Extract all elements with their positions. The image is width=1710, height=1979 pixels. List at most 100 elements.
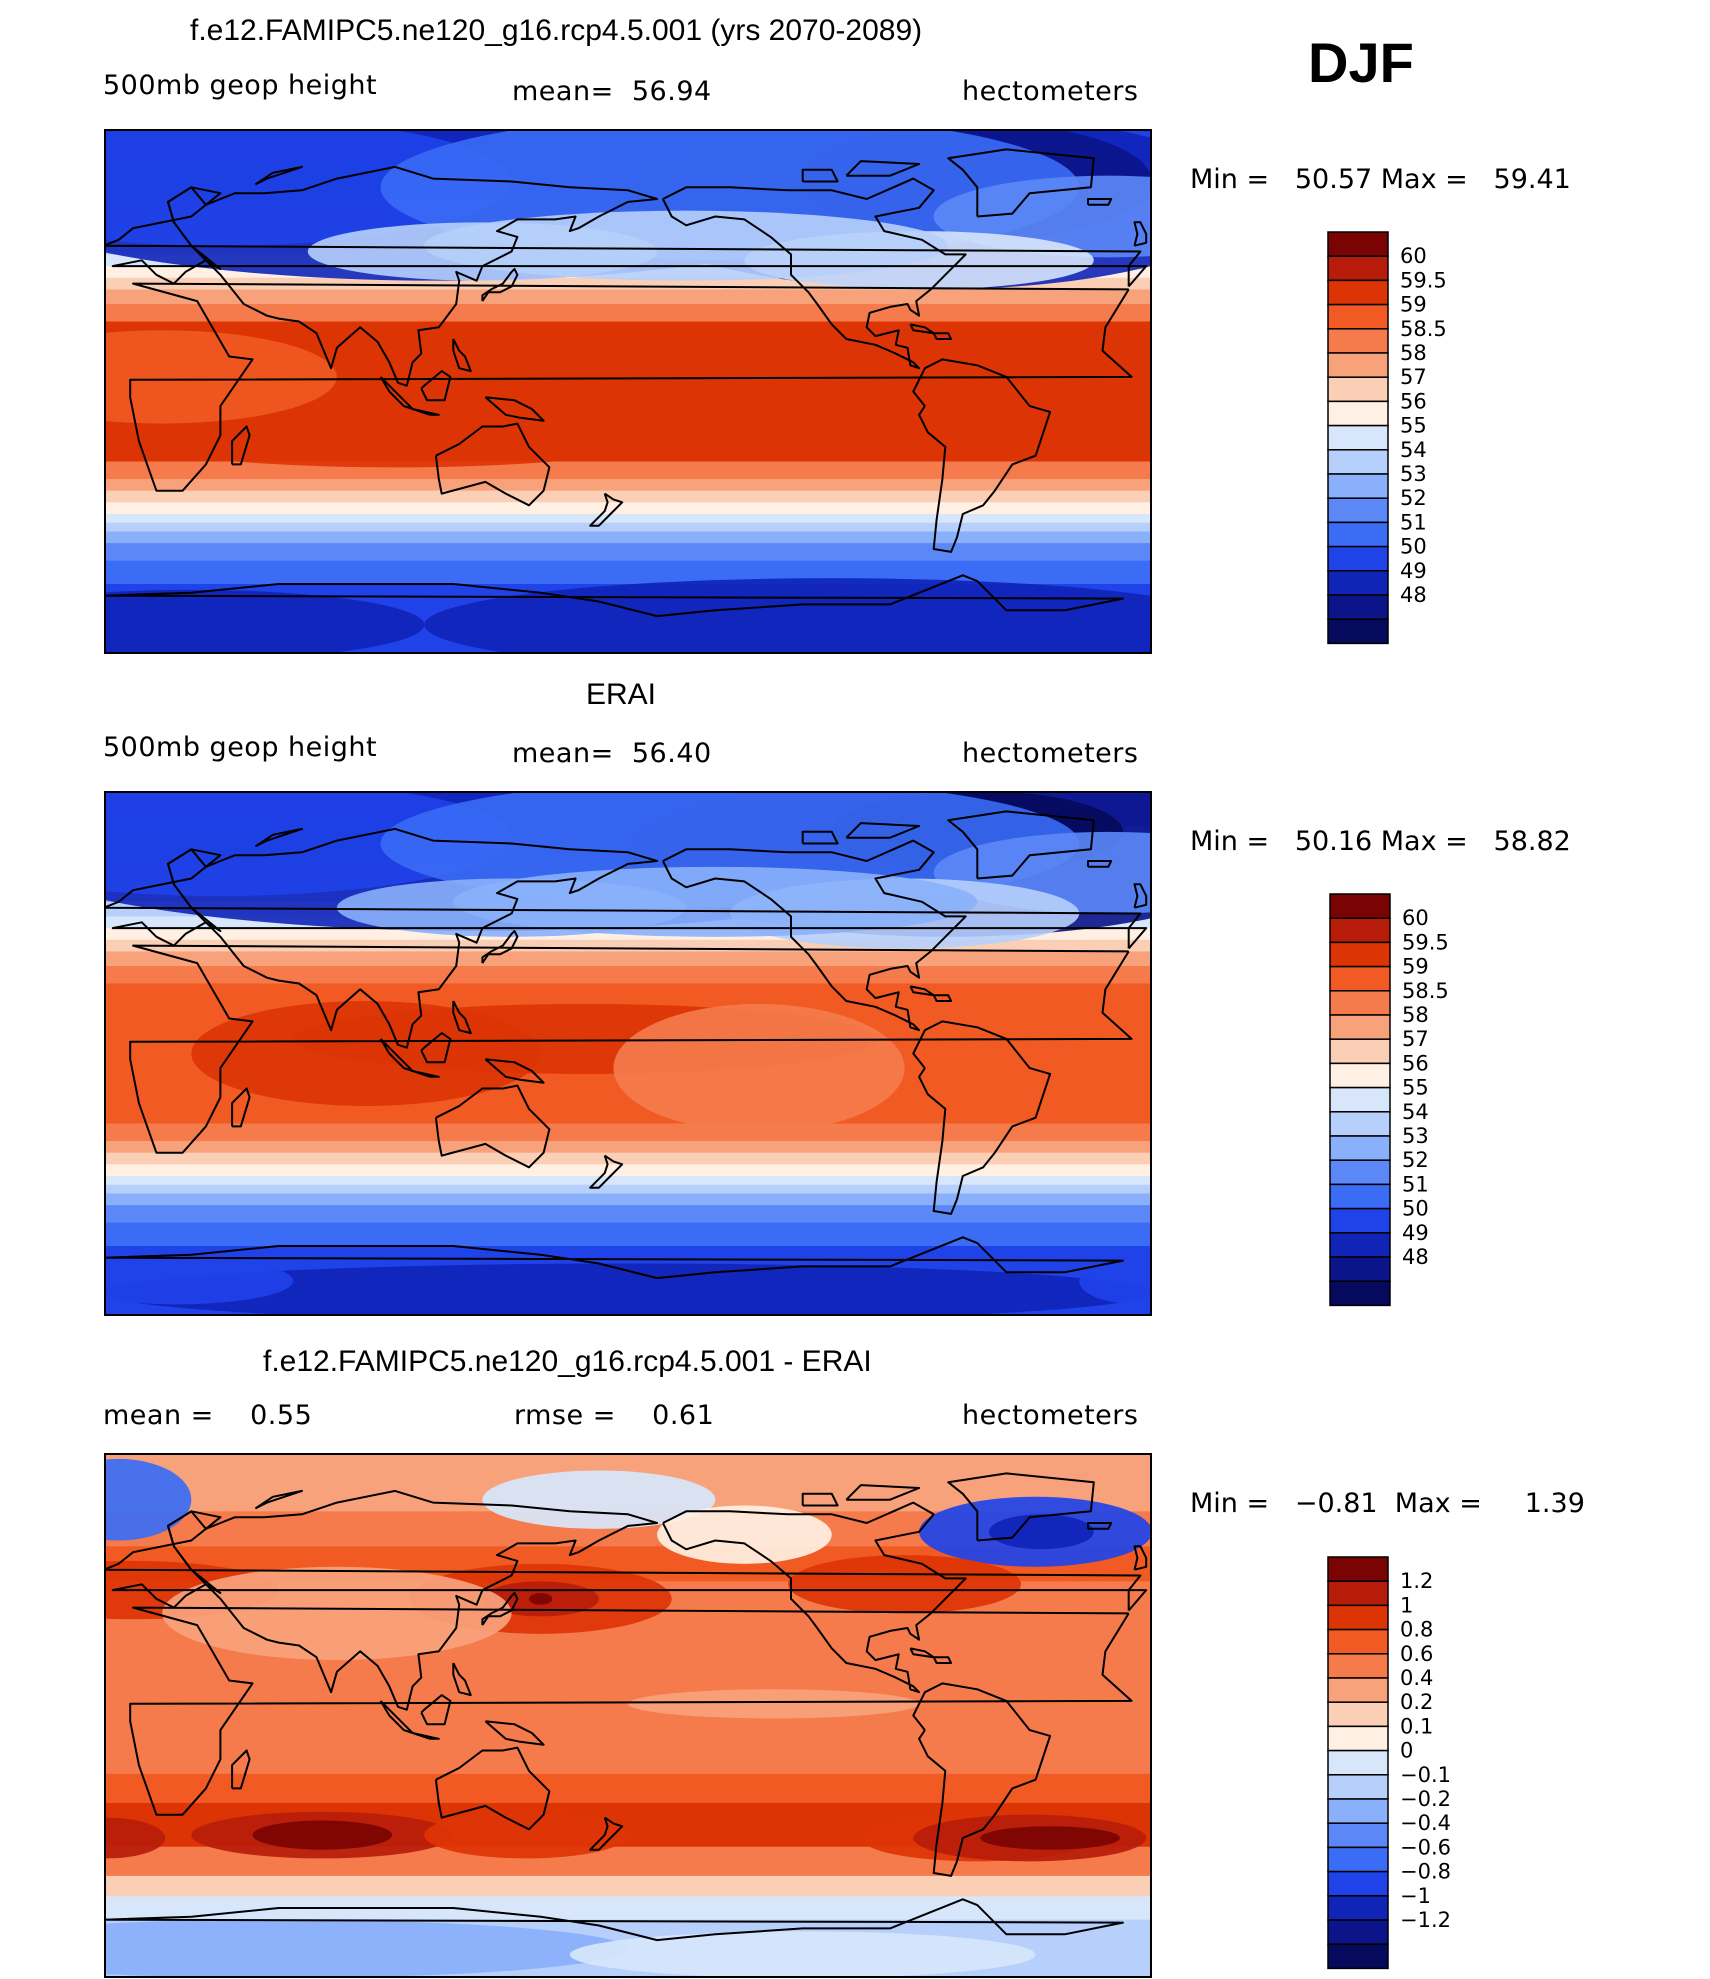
contour-blob (104, 1817, 166, 1859)
panel3-rmse-value: 0.61 (652, 1400, 715, 1431)
coastlines (104, 810, 1148, 1280)
season-label: DJF (1308, 31, 1414, 94)
coastline (845, 1484, 921, 1501)
colorbar-box (1327, 1580, 1389, 1607)
contour-blob (104, 589, 425, 654)
colorbar-tick-label: 52 (1402, 1148, 1429, 1172)
colorbar-tick-label: −0.6 (1400, 1835, 1451, 1859)
contour-band (104, 531, 1152, 545)
contour-band (104, 1184, 1152, 1195)
colorbar-box (1327, 570, 1389, 596)
coastline (1087, 198, 1113, 206)
coastline (909, 1647, 935, 1659)
coastline (932, 1656, 953, 1664)
coastline (662, 1501, 967, 1694)
contour-band (104, 1123, 1152, 1142)
field-layer (104, 791, 1152, 1316)
contour-band (104, 1164, 1152, 1177)
coastline (481, 930, 519, 964)
colorbar-box (1327, 1628, 1389, 1655)
coastline (801, 168, 839, 183)
contour-band (104, 514, 1152, 524)
coastline (231, 1749, 251, 1790)
contour-blob (569, 1931, 1036, 1978)
colorbar-box (1329, 1159, 1391, 1186)
coastline (947, 1472, 1095, 1542)
contour-blob (191, 1001, 541, 1106)
contour-band (104, 951, 1152, 967)
panel3-map (104, 1453, 1152, 1978)
colorbar-box (1329, 1014, 1391, 1040)
panel3-max-key: Max = (1394, 1488, 1482, 1519)
colorbar-box (1327, 1822, 1389, 1849)
coastline (452, 1662, 472, 1697)
contour-blob (424, 1811, 628, 1859)
coastline (845, 822, 921, 839)
colorbar-tick-label: 0.2 (1400, 1690, 1433, 1714)
contour-blob (529, 1593, 553, 1605)
coastline (167, 165, 659, 387)
coastline (420, 1694, 452, 1726)
contour-band (104, 1176, 1152, 1186)
panel2-max-key: Max = (1380, 826, 1468, 857)
coastline (484, 396, 545, 422)
contour-blob (628, 1689, 920, 1719)
colorbar-tick-label: 49 (1400, 559, 1427, 583)
panel1-minmax: Min = 50.57 Max = 59.41 (1190, 164, 1571, 195)
colorbar-tick-label: 0 (1400, 1739, 1413, 1763)
coastline (434, 422, 551, 507)
colorbar-box (1329, 941, 1391, 968)
colorbar-tick-label: 55 (1402, 1076, 1429, 1100)
colorbar-tick-label: 60 (1402, 906, 1429, 930)
coastline (801, 1492, 839, 1507)
contour-blob (252, 1820, 393, 1850)
contour-blob (104, 1263, 1152, 1316)
colorbar-box (1327, 279, 1389, 306)
colorbar-box (1327, 255, 1389, 282)
colorbar-tick-label: 60 (1400, 244, 1427, 268)
contour-band (104, 560, 1152, 585)
panel1-title: f.e12.FAMIPC5.ne120_g16.rcp4.5.001 (yrs … (190, 14, 923, 47)
coastline (420, 1032, 452, 1064)
panel3-rmse-key: rmse = (514, 1400, 616, 1431)
coastline (932, 994, 953, 1002)
contour-band (104, 1141, 1152, 1154)
coastline (412, 1732, 440, 1740)
panel2-min-value: 50.16 (1294, 826, 1373, 857)
coastline (167, 1489, 659, 1711)
panel2-max-value: 58.82 (1493, 826, 1571, 857)
coastline (947, 810, 1095, 880)
coastline (481, 268, 519, 302)
colorbar-box (1329, 1183, 1391, 1210)
colorbar-tick-label: 0.8 (1400, 1618, 1433, 1642)
panel1-map (104, 129, 1152, 654)
colorbar-box (1327, 1943, 1389, 1970)
panel2-mean-label: mean= 56.40 (512, 738, 712, 769)
contour-band (104, 490, 1152, 504)
field-layer (104, 129, 1152, 654)
colorbar-tick-label: −0.8 (1400, 1860, 1451, 1884)
contour-band (104, 522, 1152, 533)
panel2-mean-value: 56.40 (631, 738, 712, 769)
panel1-mean-value: 56.94 (631, 76, 712, 107)
coastline (912, 1682, 1052, 1877)
map-frame (104, 791, 1152, 1316)
coastline (434, 1746, 551, 1831)
coastline (452, 338, 472, 373)
panel1-mean-key: mean= (512, 76, 614, 107)
contour-band (104, 502, 1152, 515)
panel3-title: f.e12.FAMIPC5.ne120_g16.rcp4.5.001 - ERA… (263, 1345, 872, 1378)
colorbar-tick-label: 59.5 (1402, 930, 1449, 954)
panel2-title: ERAI (586, 678, 657, 711)
colorbar-box (1329, 1038, 1391, 1065)
panel2-minmax: Min = 50.16 Max = 58.82 (1190, 826, 1571, 857)
coastline (909, 323, 935, 335)
contour-blob (482, 1470, 716, 1529)
panel3-mean-key: mean = (103, 1400, 214, 1431)
colorbar-box (1327, 1556, 1389, 1582)
contour-band (104, 1152, 1152, 1166)
coastline (104, 1236, 1124, 1280)
coastline (589, 1154, 624, 1189)
colorbar-box (1327, 424, 1389, 451)
